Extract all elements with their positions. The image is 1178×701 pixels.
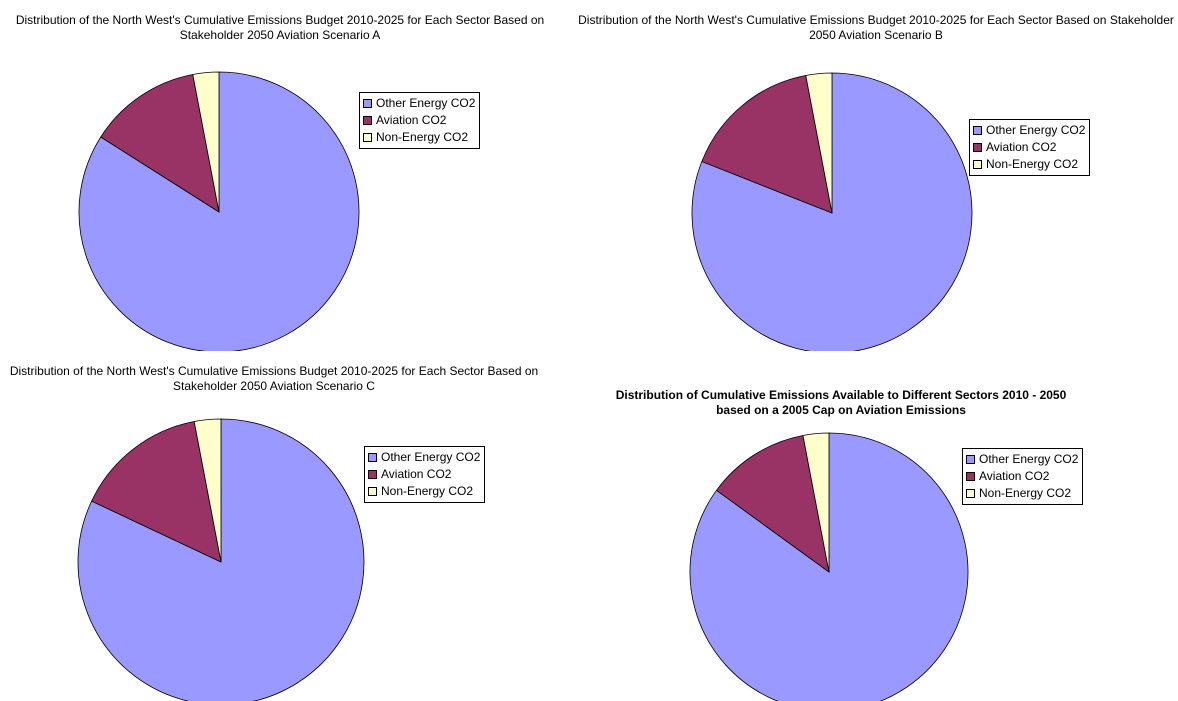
pie-chart-b (691, 72, 973, 351)
legend-swatch (368, 453, 377, 462)
pie-slice-other-energy-co2 (689, 432, 969, 701)
legend-swatch (363, 99, 372, 108)
chart-a: Distribution of the North West's Cumulat… (0, 0, 589, 351)
pie-slice-non-energy-co2 (193, 418, 222, 563)
pie-slice-aviation-co2 (701, 75, 833, 214)
pie-chart-c (77, 418, 365, 701)
legend-item-aviation-co2: Aviation CO2 (368, 466, 480, 483)
chart-title: Distribution of the North West's Cumulat… (578, 13, 1174, 42)
legend-swatch (363, 133, 372, 142)
legend-label: Aviation CO2 (986, 140, 1057, 154)
chart-title: Distribution of Cumulative Emissions Ava… (615, 388, 1067, 417)
chart-legend: Other Energy CO2 Aviation CO2 Non-Energy C… (364, 446, 486, 503)
chart-c: Distribution of the North West's Cumulat… (0, 351, 589, 701)
legend-swatch (966, 489, 975, 498)
legend-label: Non-Energy CO2 (381, 484, 474, 498)
legend-item-other-energy-co2: Other Energy CO2 (363, 95, 475, 112)
legend-swatch (973, 126, 982, 135)
legend-item-non-energy-co2: Non-Energy CO2 (973, 156, 1085, 173)
legend-item-aviation-co2: Aviation CO2 (966, 468, 1078, 485)
chart-d: Distribution of Cumulative Emissions Ava… (589, 351, 1178, 701)
pie-slice-non-energy-co2 (192, 71, 220, 213)
chart-legend: Other Energy CO2 Aviation CO2 Non-Energy C… (962, 448, 1084, 505)
legend-swatch (363, 116, 372, 125)
legend-label: Aviation CO2 (381, 467, 452, 481)
pie-slice-other-energy-co2 (77, 418, 365, 701)
chart-title: Distribution of the North West's Cumulat… (15, 13, 545, 42)
chart-legend: Other Energy CO2 Aviation CO2 Non-Energy C… (359, 92, 481, 149)
legend-label: Aviation CO2 (979, 469, 1050, 483)
pie-chart-d (689, 432, 969, 701)
legend-swatch (973, 143, 982, 152)
pie-slice-aviation-co2 (91, 421, 222, 563)
legend-swatch (966, 455, 975, 464)
pie-slice-other-energy-co2 (78, 71, 360, 351)
chart-legend: Other Energy CO2 Aviation CO2 Non-Energy C… (969, 119, 1091, 176)
legend-item-aviation-co2: Aviation CO2 (973, 139, 1085, 156)
legend-item-other-energy-co2: Other Energy CO2 (966, 451, 1078, 468)
legend-label: Other Energy CO2 (376, 96, 476, 110)
pie-slice-non-energy-co2 (802, 432, 830, 573)
pie-chart-a (78, 71, 360, 351)
pie-slice-non-energy-co2 (805, 72, 833, 214)
pie-slice-aviation-co2 (715, 434, 830, 573)
legend-swatch (368, 487, 377, 496)
legend-label: Other Energy CO2 (381, 450, 481, 464)
chart-title: Distribution of the North West's Cumulat… (9, 364, 539, 393)
legend-label: Other Energy CO2 (979, 452, 1079, 466)
legend-item-aviation-co2: Aviation CO2 (363, 112, 475, 129)
legend-item-non-energy-co2: Non-Energy CO2 (363, 129, 475, 146)
legend-item-non-energy-co2: Non-Energy CO2 (966, 485, 1078, 502)
legend-item-other-energy-co2: Other Energy CO2 (368, 449, 480, 466)
pie-slice-aviation-co2 (100, 74, 220, 213)
legend-swatch (966, 472, 975, 481)
legend-label: Non-Energy CO2 (376, 130, 469, 144)
chart-b: Distribution of the North West's Cumulat… (578, 0, 1178, 351)
legend-label: Aviation CO2 (376, 113, 447, 127)
legend-item-other-energy-co2: Other Energy CO2 (973, 122, 1085, 139)
legend-item-non-energy-co2: Non-Energy CO2 (368, 483, 480, 500)
legend-swatch (368, 470, 377, 479)
legend-label: Non-Energy CO2 (979, 486, 1072, 500)
legend-swatch (973, 160, 982, 169)
legend-label: Non-Energy CO2 (986, 157, 1079, 171)
pie-slice-other-energy-co2 (691, 72, 973, 351)
legend-label: Other Energy CO2 (986, 123, 1086, 137)
